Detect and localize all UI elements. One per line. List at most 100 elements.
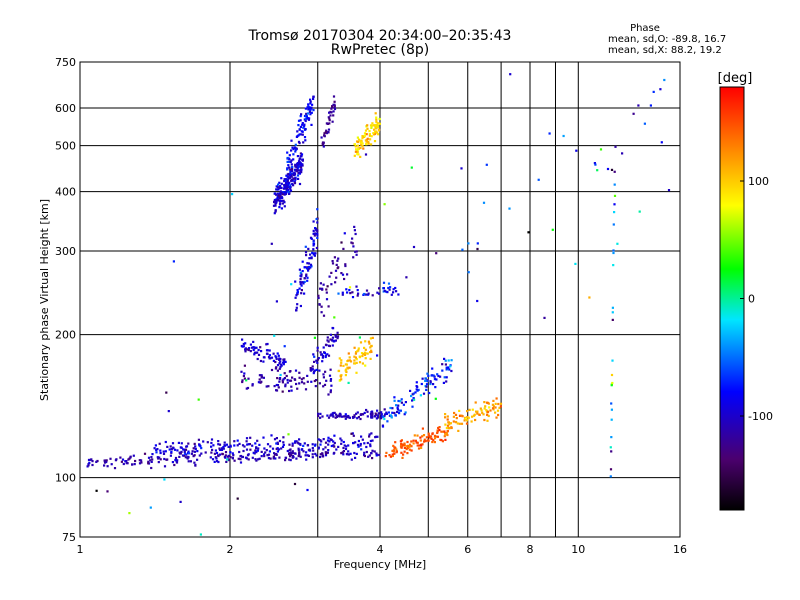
- data-point: [380, 415, 383, 418]
- data-point: [327, 305, 330, 308]
- data-point: [275, 356, 278, 359]
- data-point: [362, 352, 365, 356]
- data-point: [426, 439, 429, 442]
- data-point: [278, 362, 281, 365]
- data-point: [173, 448, 177, 451]
- data-point: [333, 316, 336, 319]
- data-point: [456, 422, 459, 425]
- data-point: [291, 168, 294, 171]
- data-point: [293, 173, 296, 176]
- data-point: [284, 383, 287, 386]
- data-point: [396, 410, 399, 414]
- data-point: [372, 132, 375, 135]
- data-point: [276, 377, 279, 380]
- data-point: [423, 438, 426, 441]
- data-point: [272, 457, 275, 460]
- data-point: [406, 452, 409, 455]
- data-point: [267, 385, 270, 388]
- data-point: [304, 388, 308, 391]
- data-point: [306, 117, 309, 120]
- data-point: [223, 441, 226, 444]
- data-point: [453, 411, 456, 415]
- data-point: [290, 163, 293, 166]
- data-point: [200, 452, 203, 455]
- data-point: [307, 103, 310, 106]
- data-point: [257, 458, 260, 461]
- data-point: [298, 287, 301, 290]
- plot-axes: 1 2 4 6 8 10 16 75 100 200 300 400 500 600 750: [55, 56, 687, 556]
- data-point: [149, 506, 152, 509]
- data-point: [339, 375, 342, 378]
- data-point: [344, 417, 347, 420]
- data-point: [278, 199, 281, 202]
- data-point: [324, 354, 327, 357]
- data-point: [344, 447, 348, 451]
- data-point: [245, 440, 248, 443]
- data-point: [436, 431, 439, 434]
- data-point: [276, 369, 279, 372]
- data-point: [320, 305, 323, 308]
- data-point: [499, 405, 502, 408]
- data-point: [303, 114, 307, 118]
- data-point: [394, 414, 397, 417]
- data-point: [298, 382, 301, 385]
- data-point: [292, 153, 295, 156]
- data-point: [298, 376, 301, 379]
- data-point: [280, 207, 283, 210]
- data-point: [361, 145, 364, 148]
- data-point: [487, 402, 490, 405]
- data-point: [312, 353, 315, 356]
- data-point: [327, 436, 330, 439]
- data-point: [248, 347, 251, 350]
- data-point: [290, 283, 293, 286]
- data-point: [347, 381, 350, 384]
- data-point: [233, 440, 236, 443]
- data-point: [350, 241, 353, 244]
- data-point: [303, 382, 306, 385]
- data-point: [286, 160, 289, 163]
- data-point: [299, 115, 302, 118]
- data-point: [304, 251, 308, 254]
- data-point: [368, 130, 371, 133]
- data-point: [301, 260, 304, 263]
- data-point: [105, 459, 108, 462]
- data-point: [277, 188, 280, 191]
- data-point: [424, 379, 427, 382]
- data-point: [273, 192, 276, 195]
- data-point: [410, 394, 413, 398]
- data-point: [296, 174, 300, 177]
- data-point: [309, 113, 312, 116]
- data-point: [374, 124, 377, 127]
- data-point: [307, 105, 310, 108]
- data-point: [95, 489, 98, 492]
- data-point: [380, 411, 383, 414]
- data-point: [295, 148, 298, 151]
- data-point: [612, 223, 615, 226]
- data-point: [168, 448, 171, 451]
- data-point: [333, 100, 336, 103]
- data-point: [378, 122, 381, 125]
- data-point: [289, 379, 293, 382]
- data-point: [312, 95, 315, 98]
- data-point: [296, 291, 299, 294]
- data-point: [378, 287, 381, 290]
- data-point: [376, 414, 380, 417]
- data-point: [347, 414, 350, 418]
- data-point: [426, 372, 429, 375]
- data-point: [288, 158, 291, 161]
- data-point: [344, 413, 347, 416]
- data-point: [279, 195, 282, 198]
- data-point: [245, 387, 248, 390]
- data-point: [282, 358, 285, 361]
- data-point: [300, 289, 303, 292]
- data-point: [485, 409, 488, 412]
- data-point: [429, 381, 432, 384]
- data-point: [497, 402, 500, 406]
- data-point: [374, 412, 377, 415]
- data-point: [275, 366, 278, 369]
- data-point: [290, 159, 293, 162]
- data-point: [445, 431, 448, 435]
- data-point: [175, 460, 178, 463]
- data-point: [364, 153, 368, 156]
- data-point: [458, 414, 462, 417]
